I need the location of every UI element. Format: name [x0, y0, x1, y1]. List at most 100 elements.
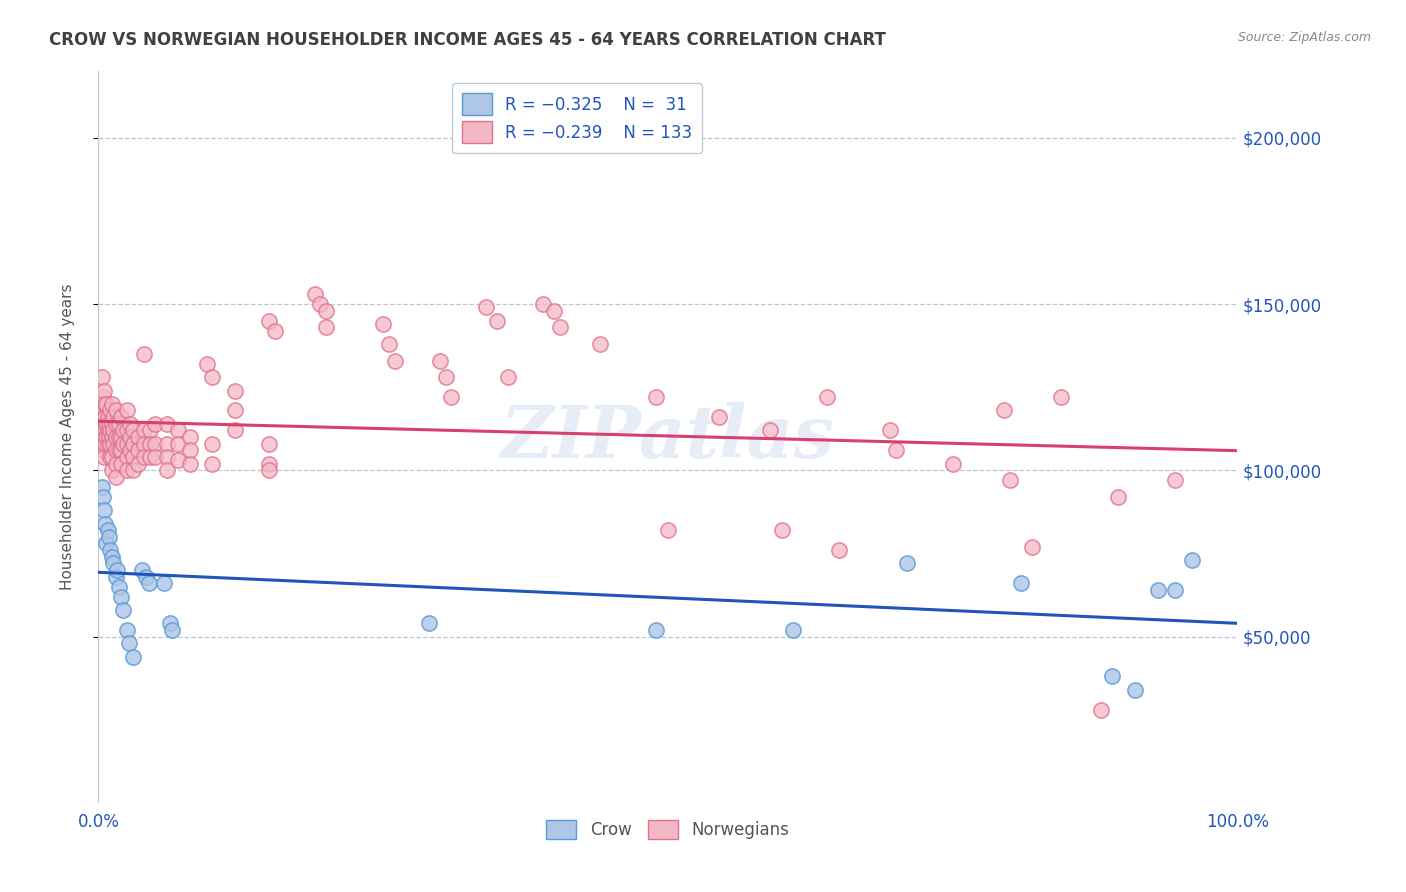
Point	[108, 580, 131, 594]
Point	[145, 417, 167, 431]
Point	[103, 557, 125, 571]
Text: Source: ZipAtlas.com: Source: ZipAtlas.com	[1237, 31, 1371, 45]
Point	[104, 470, 127, 484]
Point	[94, 397, 117, 411]
Point	[104, 457, 127, 471]
Point	[94, 410, 117, 425]
Point	[110, 457, 132, 471]
Point	[156, 436, 179, 450]
Point	[103, 424, 125, 438]
Point	[145, 450, 167, 464]
Point	[90, 370, 112, 384]
Point	[759, 424, 782, 438]
Point	[98, 436, 121, 450]
Point	[108, 430, 131, 444]
Point	[815, 390, 838, 404]
Point	[90, 480, 112, 494]
Point	[167, 453, 190, 467]
Point	[115, 436, 138, 450]
Point	[115, 463, 138, 477]
Point	[90, 403, 112, 417]
Point	[1163, 473, 1185, 487]
Point	[97, 430, 120, 444]
Point	[645, 623, 668, 637]
Point	[179, 443, 201, 458]
Point	[1181, 553, 1204, 567]
Point	[167, 424, 190, 438]
Point	[91, 490, 114, 504]
Point	[179, 457, 201, 471]
Point	[224, 403, 246, 417]
Point	[828, 543, 851, 558]
Point	[315, 303, 337, 318]
Point	[104, 430, 127, 444]
Point	[121, 649, 143, 664]
Point	[110, 443, 132, 458]
Point	[96, 424, 118, 438]
Point	[110, 590, 132, 604]
Point	[224, 384, 246, 398]
Point	[101, 430, 124, 444]
Point	[162, 623, 184, 637]
Point	[309, 297, 332, 311]
Point	[474, 301, 496, 315]
Point	[132, 436, 155, 450]
Point	[101, 397, 124, 411]
Point	[135, 570, 157, 584]
Point	[101, 450, 124, 464]
Point	[91, 403, 114, 417]
Point	[97, 417, 120, 431]
Text: ZIPatlas: ZIPatlas	[501, 401, 835, 473]
Point	[201, 436, 224, 450]
Legend: Crow, Norwegians: Crow, Norwegians	[540, 814, 796, 846]
Point	[942, 457, 965, 471]
Point	[543, 303, 565, 318]
Point	[1123, 682, 1146, 697]
Point	[93, 384, 115, 398]
Point	[588, 337, 610, 351]
Point	[108, 443, 131, 458]
Point	[115, 450, 138, 464]
Point	[1146, 582, 1168, 597]
Point	[138, 576, 160, 591]
Point	[201, 370, 224, 384]
Point	[259, 436, 281, 450]
Point	[782, 623, 804, 637]
Point	[896, 557, 918, 571]
Point	[1049, 390, 1071, 404]
Point	[156, 450, 179, 464]
Point	[707, 410, 730, 425]
Point	[884, 443, 907, 458]
Point	[105, 563, 128, 577]
Point	[104, 443, 127, 458]
Point	[179, 430, 201, 444]
Point	[98, 450, 121, 464]
Point	[101, 417, 124, 431]
Point	[120, 430, 142, 444]
Point	[1090, 703, 1112, 717]
Point	[998, 473, 1021, 487]
Point	[201, 457, 224, 471]
Point	[120, 417, 142, 431]
Point	[1163, 582, 1185, 597]
Point	[548, 320, 571, 334]
Point	[93, 410, 115, 425]
Point	[121, 424, 143, 438]
Point	[118, 636, 141, 650]
Point	[138, 424, 160, 438]
Point	[112, 424, 135, 438]
Point	[90, 424, 112, 438]
Point	[371, 317, 394, 331]
Point	[645, 390, 668, 404]
Point	[132, 347, 155, 361]
Point	[156, 463, 179, 477]
Point	[429, 353, 451, 368]
Point	[97, 530, 120, 544]
Point	[108, 417, 131, 431]
Point	[121, 436, 143, 450]
Point	[115, 403, 138, 417]
Point	[993, 403, 1015, 417]
Point	[98, 543, 121, 558]
Point	[434, 370, 457, 384]
Point	[104, 403, 127, 417]
